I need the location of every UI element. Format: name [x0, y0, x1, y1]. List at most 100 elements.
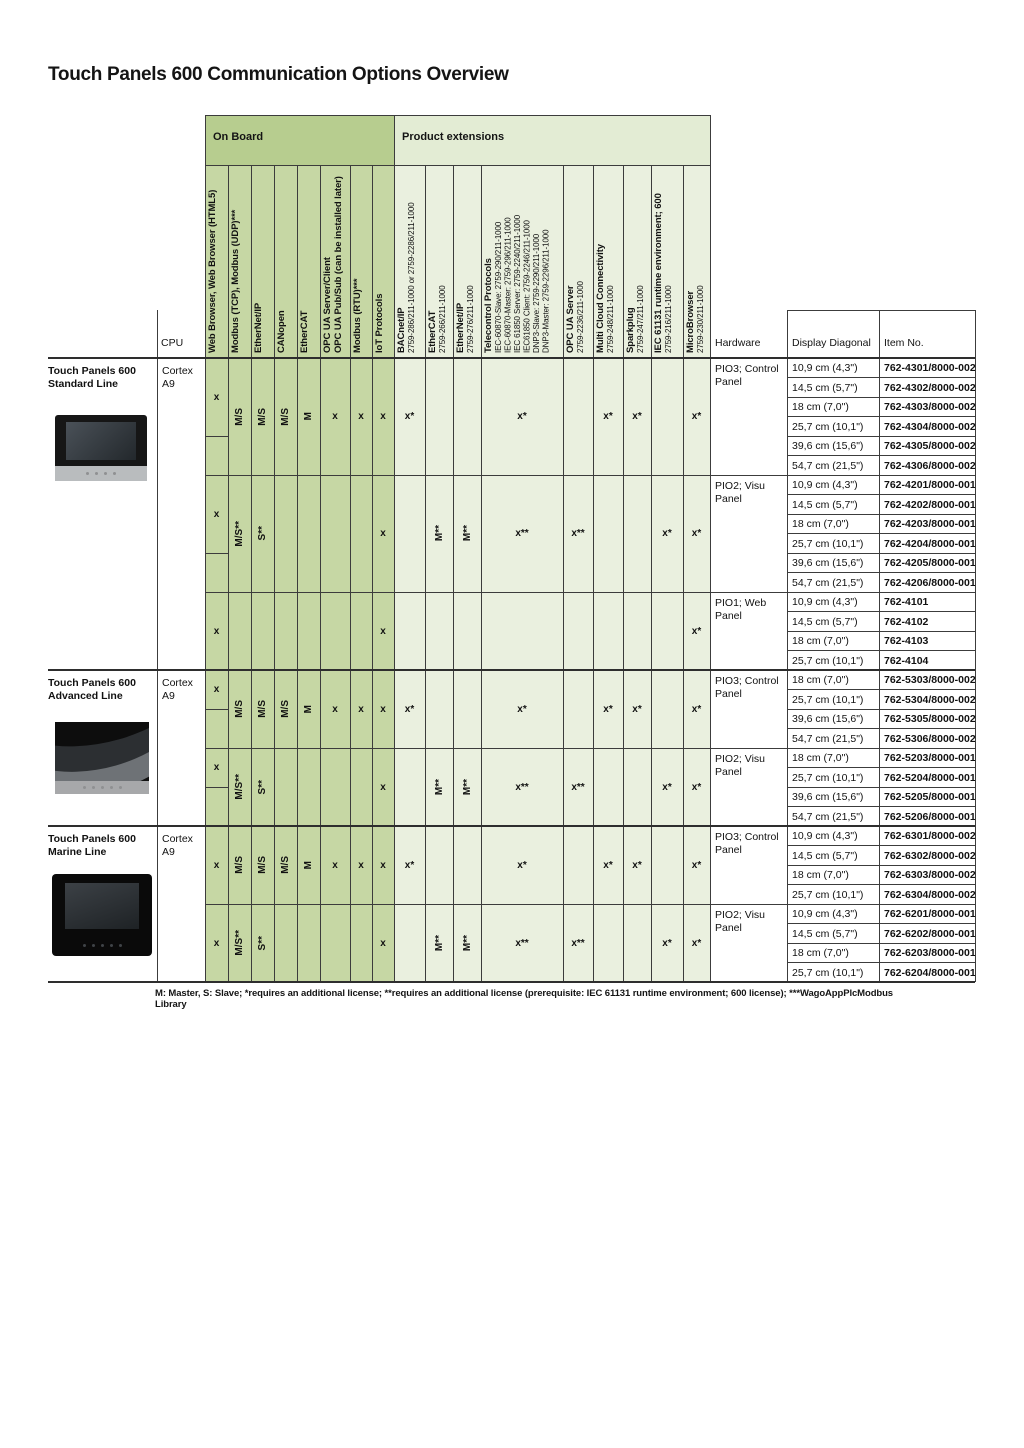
- matrix-value: x: [213, 859, 220, 871]
- display-diagonal-cell: 18 cm (7,0"): [792, 518, 849, 530]
- panel-button-dot: [109, 943, 113, 947]
- matrix-cell-telecontrol: x**: [481, 904, 563, 982]
- divider: [787, 611, 975, 612]
- matrix-cell-ethercat_ext: M**: [425, 904, 453, 982]
- matrix-value: x*: [603, 411, 613, 422]
- item-no-cell: 762-4102: [884, 615, 929, 628]
- display-diagonal-cell: 14,5 cm (5,7"): [792, 381, 858, 394]
- matrix-value: M: [303, 704, 314, 714]
- column-header-bacnet: BACnet/IP 2759-286/211-1000 or 2759-2286/…: [394, 165, 425, 358]
- item-no-cell: 762-5305/8000-002: [884, 713, 976, 725]
- matrix-cell-web_browser: x: [205, 904, 228, 982]
- divider: [622, 165, 624, 982]
- column-header-microbrowser: MicroBrowser 2759-230/211-1000: [683, 165, 710, 358]
- panel-button-strip: [55, 466, 147, 481]
- matrix-value: x**: [571, 937, 585, 949]
- matrix-cell-microbrowser: x*: [683, 592, 710, 670]
- divider: [787, 923, 975, 924]
- divider: [205, 591, 975, 593]
- divider: [205, 552, 228, 554]
- item-no-cell: 762-6202/8000-001: [884, 927, 976, 940]
- divider: [205, 903, 975, 905]
- display-diagonal-cell: 10,9 cm (4,3"): [792, 362, 858, 374]
- divider: [205, 164, 710, 166]
- header-label-item: Item No.: [884, 337, 924, 349]
- item-no-cell: 762-4306/8000-002: [884, 459, 976, 472]
- column-header-web_browser: Web Browser, Web Browser (HTML5): [205, 165, 228, 358]
- matrix-value: x*: [517, 859, 527, 871]
- panel-button-dot: [113, 472, 116, 475]
- display-diagonal-cell: 25,7 cm (10,1"): [792, 966, 864, 979]
- header-label-hardware: Hardware: [715, 337, 761, 349]
- page-title: Touch Panels 600 Communication Options O…: [48, 64, 509, 85]
- matrix-cell-iec61131: x*: [651, 748, 683, 826]
- matrix-cell-ethernet_ip_ext: M**: [453, 748, 481, 826]
- display-diagonal-cell: 18 cm (7,0"): [792, 674, 849, 686]
- panel-button-dot: [118, 786, 122, 789]
- divider: [787, 455, 975, 456]
- item-no-cell: 762-4203/8000-001: [884, 518, 976, 530]
- item-no-cell: 762-4302/8000-002: [884, 381, 976, 394]
- divider: [787, 689, 975, 690]
- matrix-value: M**: [433, 525, 445, 542]
- display-diagonal-cell: 25,7 cm (10,1"): [792, 654, 864, 667]
- divider: [393, 165, 395, 982]
- divider: [787, 494, 975, 495]
- divider: [787, 845, 975, 846]
- display-diagonal-cell: 18 cm (7,0"): [792, 752, 849, 764]
- divider: [205, 474, 975, 476]
- matrix-cell-opcua_server: x**: [563, 475, 593, 592]
- matrix-cell-ethercat: M: [297, 826, 320, 904]
- item-no-cell: 762-6201/8000-001: [884, 908, 976, 920]
- matrix-cell-ethernet_ip: M/S: [251, 826, 274, 904]
- display-diagonal-cell: 14,5 cm (5,7"): [792, 498, 858, 511]
- display-diagonal-cell: 25,7 cm (10,1"): [792, 888, 864, 901]
- item-no-cell: 762-4104: [884, 654, 929, 667]
- divider: [787, 728, 975, 729]
- matrix-value: S**: [257, 526, 268, 541]
- matrix-value: x: [213, 762, 220, 773]
- matrix-value: M**: [433, 778, 445, 796]
- column-bg-ethernet_ip_ext: [453, 165, 481, 982]
- divider: [787, 396, 975, 398]
- matrix-cell-sparkplug: x*: [623, 358, 651, 475]
- matrix-cell-iot: x: [372, 748, 394, 826]
- matrix-value: x: [358, 703, 364, 715]
- item-no-cell: 762-5306/8000-002: [884, 732, 976, 745]
- matrix-value: x*: [632, 859, 642, 871]
- column-header-iot: IoT Protocols: [372, 165, 394, 358]
- matrix-cell-multicloud: x*: [593, 358, 623, 475]
- matrix-value: M/S: [234, 700, 245, 718]
- matrix-value: x*: [632, 703, 642, 715]
- matrix-value: x: [213, 391, 220, 403]
- matrix-value: x*: [632, 411, 642, 422]
- item-no-cell: 762-4101: [884, 596, 929, 608]
- column-header-text: Sparkplug 2759-247/211-1000: [625, 285, 645, 353]
- divider: [205, 435, 228, 437]
- cpu-cell: Cortex A9: [162, 833, 193, 858]
- product-line-label: Touch Panels 600 Standard Line: [48, 365, 136, 390]
- hardware-cell: PIO3; Control Panel: [715, 363, 779, 388]
- divider: [227, 165, 229, 982]
- matrix-cell-opcua_server: x**: [563, 904, 593, 982]
- matrix-value: x: [332, 859, 338, 871]
- matrix-cell-microbrowser: x*: [683, 475, 710, 592]
- display-diagonal-cell: 39,6 cm (15,6"): [792, 557, 864, 569]
- divider: [349, 165, 351, 982]
- panel-button-dot: [82, 943, 86, 947]
- matrix-value: x: [358, 859, 364, 871]
- column-bg-opcua: [320, 165, 350, 982]
- divider: [562, 165, 564, 982]
- column-header-text: Telecontrol Protocols IEC-60870-Slave: 27…: [483, 214, 551, 353]
- divider: [787, 884, 975, 885]
- item-no-cell: 762-6303/8000-002: [884, 869, 976, 881]
- display-diagonal-cell: 18 cm (7,0"): [792, 947, 849, 959]
- matrix-value: x*: [691, 859, 702, 871]
- column-bg-telecontrol: [481, 165, 563, 982]
- hardware-cell: PIO2; Visu Panel: [715, 480, 765, 505]
- display-diagonal-cell: 39,6 cm (15,6"): [792, 713, 864, 725]
- column-header-multicloud: Multi Cloud Connectivity 2759-248/211-100…: [593, 165, 623, 358]
- hardware-cell: PIO2; Visu Panel: [715, 909, 765, 934]
- panel-button-strip: [55, 781, 149, 794]
